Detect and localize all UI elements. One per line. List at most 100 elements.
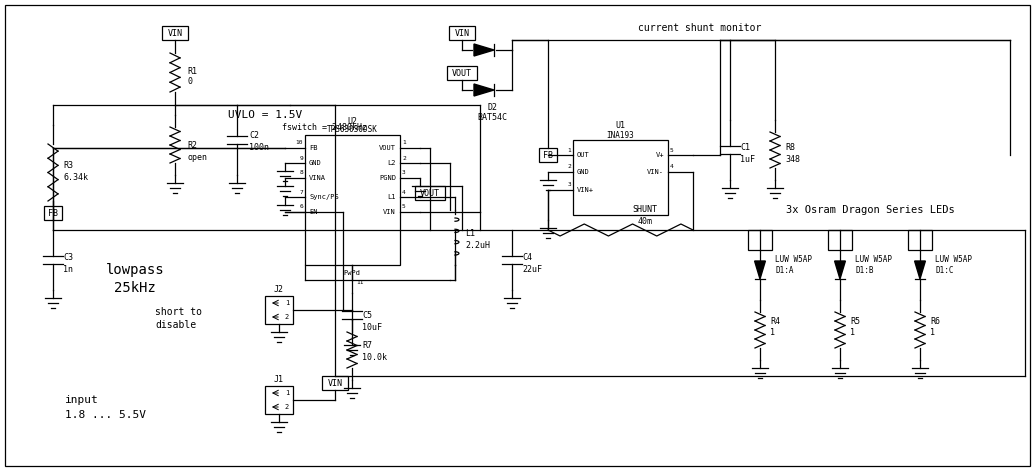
Text: 22uF: 22uF [522,266,542,275]
Text: 2: 2 [285,404,289,410]
Text: 10.0k: 10.0k [362,352,387,362]
Text: VIN: VIN [454,29,470,38]
Text: L2: L2 [387,160,396,166]
Text: 2: 2 [567,164,571,170]
Text: 5: 5 [670,147,674,153]
Bar [449,26,475,40]
Text: VOUT: VOUT [452,68,472,78]
Polygon shape [915,261,925,279]
Text: 1uF: 1uF [740,155,755,164]
Text: VOUT: VOUT [420,188,440,197]
Text: 10: 10 [296,140,303,146]
Bar [162,26,188,40]
Text: FB: FB [543,151,553,160]
Text: R8: R8 [785,143,795,152]
Text: R5
1: R5 1 [850,317,860,337]
Text: 9: 9 [299,155,303,161]
Text: disable: disable [155,320,196,330]
Text: U1: U1 [615,122,625,130]
Polygon shape [834,261,846,279]
Text: 10uF: 10uF [362,323,382,332]
Text: L1: L1 [465,228,475,237]
Text: 0: 0 [187,78,193,87]
Text: 3x Osram Dragon Series LEDs: 3x Osram Dragon Series LEDs [786,205,954,215]
Text: EN: EN [309,209,318,215]
Bar [908,230,932,250]
Text: 2.2uH: 2.2uH [465,241,490,250]
Text: 1: 1 [567,147,571,153]
Text: VIN-: VIN- [647,169,664,175]
Text: short to: short to [155,307,202,317]
Text: VIN: VIN [327,379,343,388]
Text: UVLO = 1.5V: UVLO = 1.5V [228,110,302,120]
Text: GND: GND [309,160,322,166]
Text: OUT: OUT [576,152,590,158]
Text: BAT54C: BAT54C [477,114,507,122]
Text: current shunt monitor: current shunt monitor [639,23,762,33]
Text: 1n: 1n [63,265,73,274]
Text: R1: R1 [187,67,197,76]
Text: open: open [187,153,207,162]
Text: 1: 1 [285,390,289,396]
Text: 1: 1 [402,140,406,146]
Text: VIN: VIN [383,209,396,215]
Text: FB: FB [309,145,318,151]
Text: VOUT: VOUT [379,145,396,151]
Text: input: input [65,395,98,405]
Polygon shape [474,44,494,56]
Text: D2: D2 [487,103,497,112]
Text: VINA: VINA [309,175,326,181]
Text: 2: 2 [402,155,406,161]
Text: R6
1: R6 1 [930,317,940,337]
Text: SHUNT: SHUNT [632,205,657,214]
Text: fswitch = 2480kHz: fswitch = 2480kHz [283,123,367,132]
Text: J1: J1 [274,374,284,383]
Text: 8: 8 [299,171,303,176]
Bar [322,376,348,390]
Text: R4
1: R4 1 [770,317,780,337]
Text: VIN+: VIN+ [576,187,594,193]
Text: C3: C3 [63,252,73,261]
Text: C4: C4 [522,252,532,261]
Text: 3: 3 [402,171,406,176]
Text: Sync/PS: Sync/PS [309,194,338,200]
Text: V+: V+ [655,152,664,158]
Text: LUW W5AP
D1:B: LUW W5AP D1:B [855,255,892,275]
Text: 100n: 100n [249,143,269,152]
Text: PwPd: PwPd [344,270,360,276]
Bar [45,206,62,220]
Text: 25kHz: 25kHz [114,281,156,295]
Text: R7: R7 [362,341,372,349]
Bar [305,135,400,265]
Text: FB: FB [48,209,58,218]
Text: 11: 11 [356,281,363,285]
Polygon shape [755,261,766,279]
Text: PGND: PGND [379,175,396,181]
Text: GND: GND [576,169,590,175]
Text: C1: C1 [740,144,750,153]
Text: LUW W5AP
D1:A: LUW W5AP D1:A [775,255,812,275]
Text: lowpass: lowpass [106,263,165,277]
Bar [415,186,445,200]
Text: 3: 3 [567,182,571,187]
Text: 1: 1 [285,300,289,306]
Text: 6.34k: 6.34k [63,172,88,181]
Text: C2: C2 [249,130,259,139]
Text: L1: L1 [387,194,396,200]
Text: 40m: 40m [638,218,652,227]
Text: 6: 6 [299,204,303,210]
Text: 4: 4 [670,164,674,170]
Text: 7: 7 [299,189,303,195]
Text: INA193: INA193 [607,130,633,139]
Text: 348: 348 [785,154,800,163]
Bar [828,230,852,250]
Bar [265,386,293,414]
Text: R2: R2 [187,140,197,149]
Polygon shape [474,84,494,96]
Text: LUW W5AP
D1:C: LUW W5AP D1:C [935,255,972,275]
Bar [748,230,772,250]
Bar [573,140,668,215]
Text: R3: R3 [63,161,73,170]
Text: 1.8 ... 5.5V: 1.8 ... 5.5V [65,410,146,420]
Bar [539,148,557,162]
